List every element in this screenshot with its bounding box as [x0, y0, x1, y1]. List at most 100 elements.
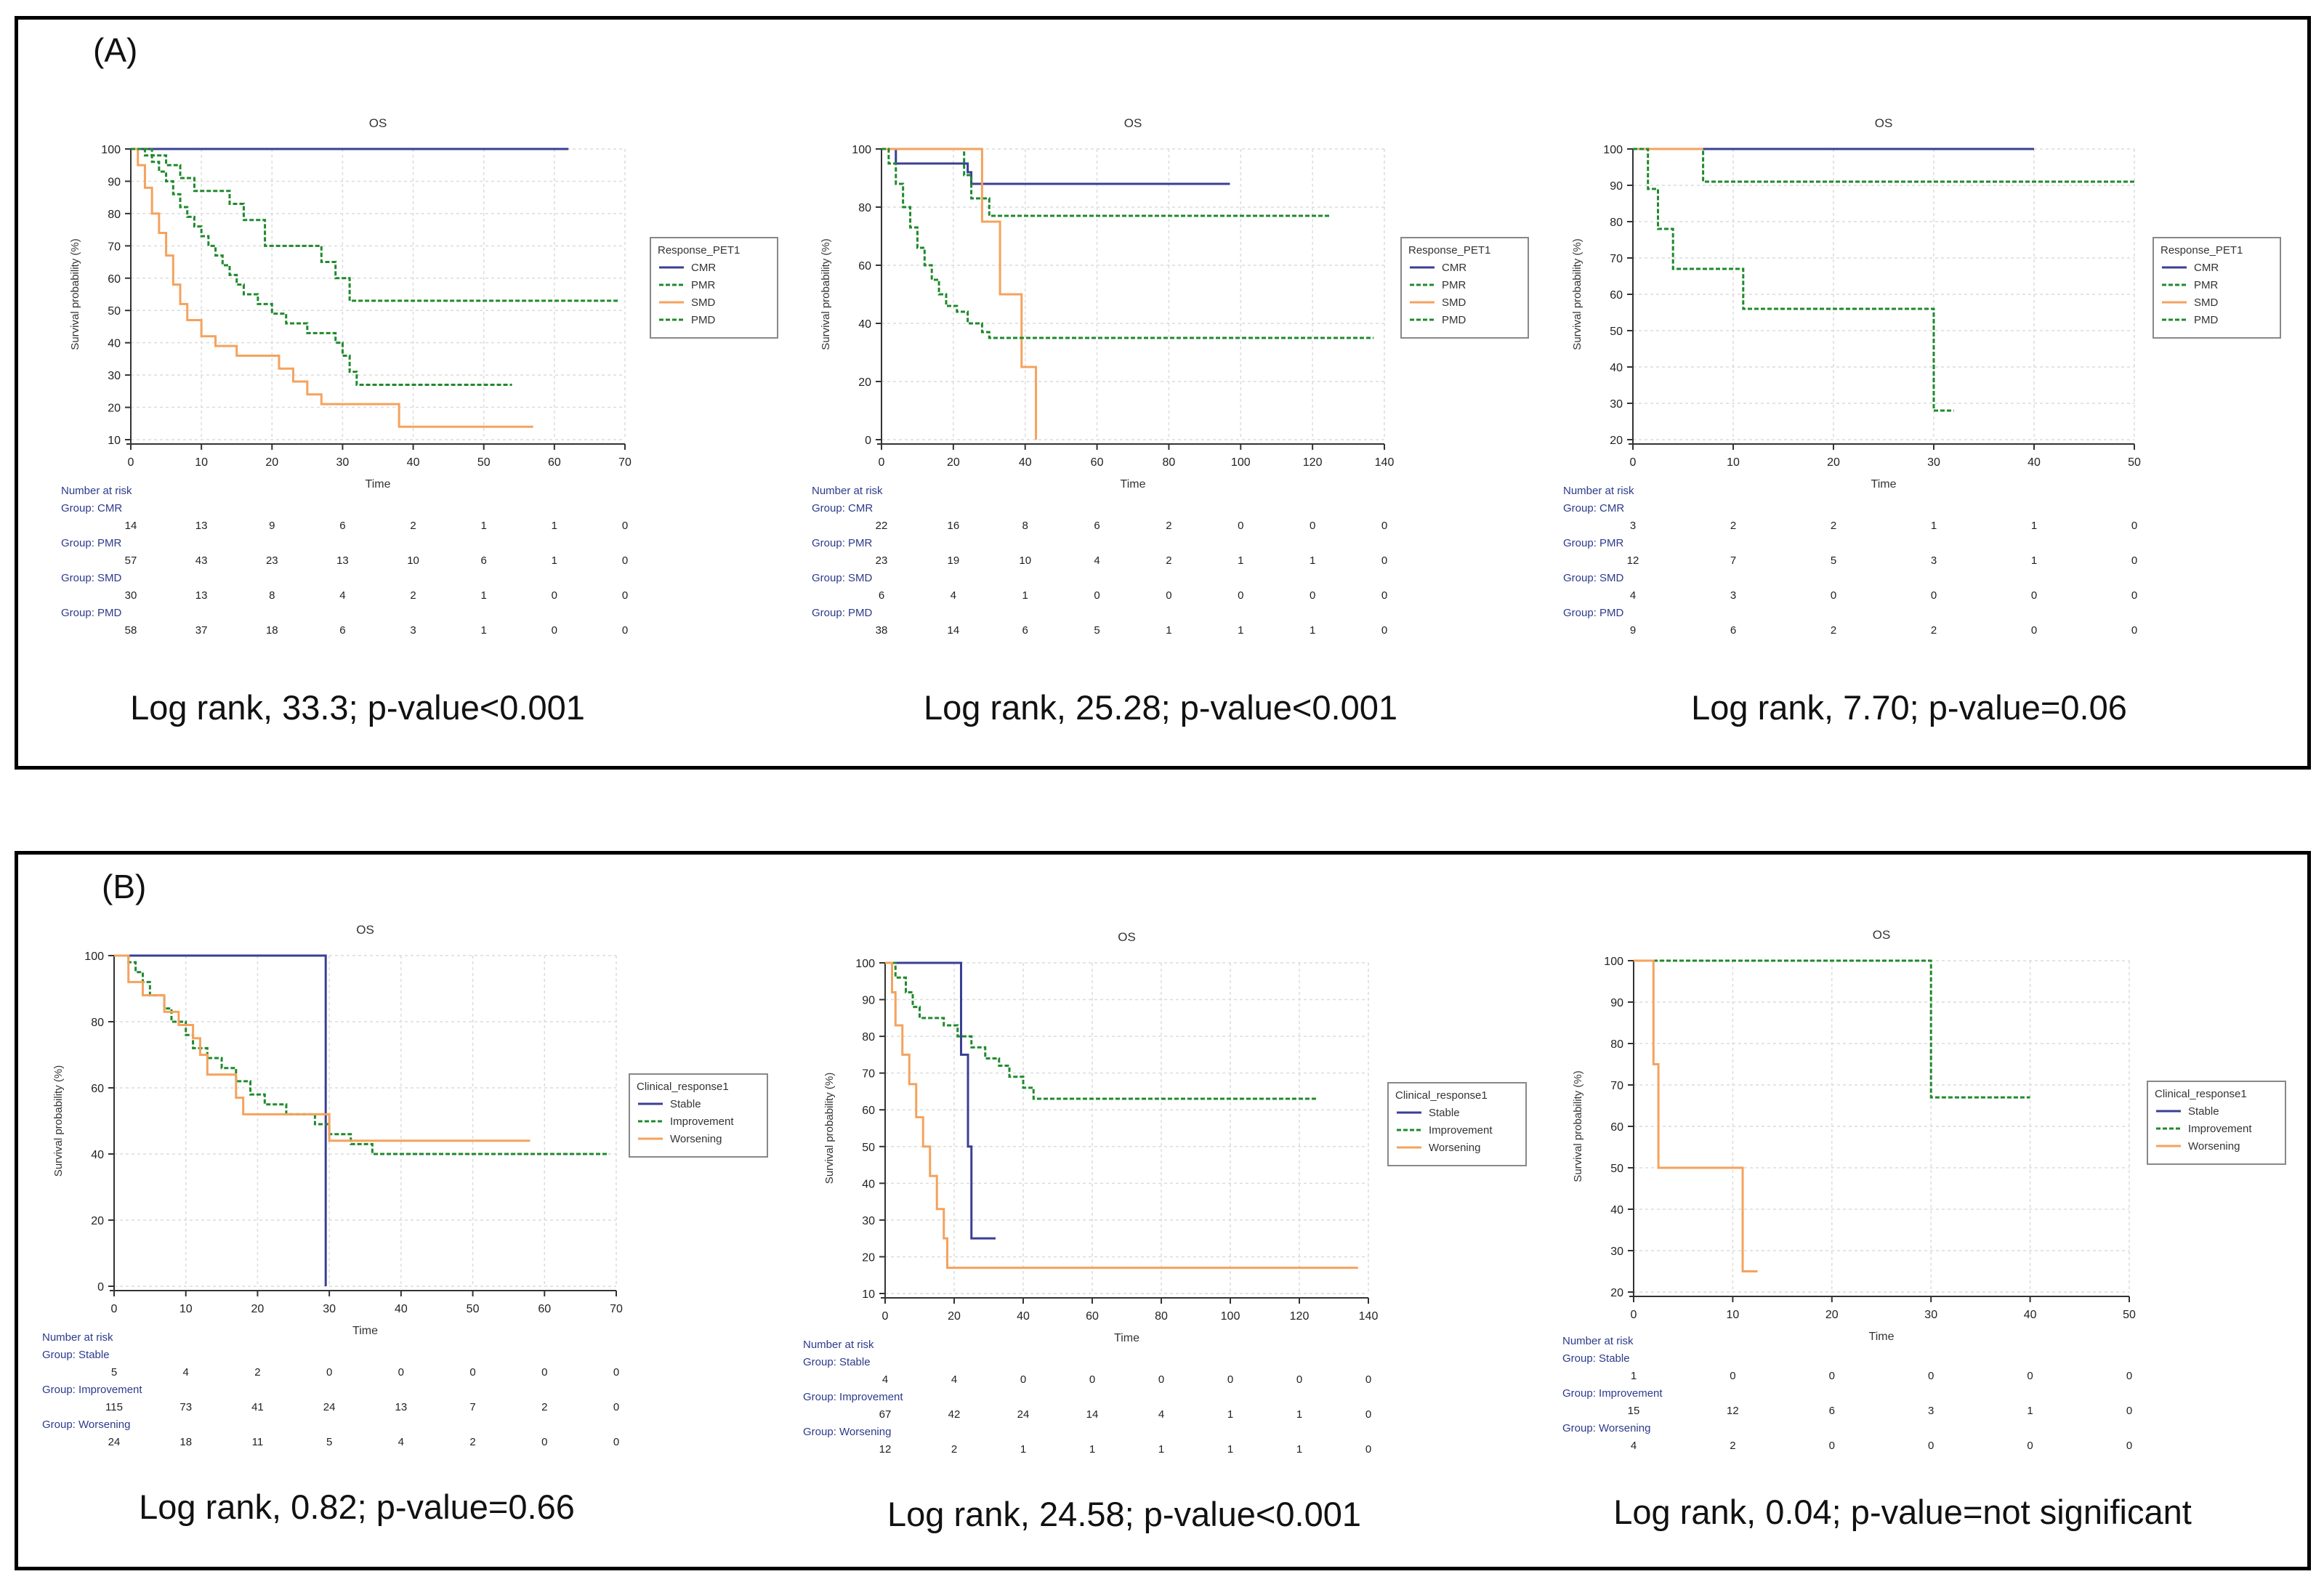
risk-table-cell: 15	[1628, 1405, 1640, 1417]
risk-group-label: Group: PMD	[61, 607, 122, 619]
risk-table-header: Number at risk	[803, 1339, 874, 1351]
legend-entry: PMR	[2194, 279, 2219, 291]
risk-group-label: Group: CMR	[1563, 502, 1624, 514]
y-tick-label: 100	[852, 144, 871, 156]
risk-table-cell: 2	[410, 589, 416, 602]
x-tick-label: 0	[882, 1310, 889, 1323]
risk-table-cell: 0	[2031, 624, 2037, 637]
x-tick-label: 20	[265, 456, 278, 469]
risk-table-cell: 0	[1296, 1373, 1302, 1386]
legend-entry: Improvement	[670, 1115, 734, 1128]
x-tick-label: 80	[1155, 1310, 1168, 1323]
survival-curve-improvement	[885, 961, 1317, 1100]
risk-group-label: Group: Worsening	[803, 1426, 891, 1438]
risk-table-cell: 23	[876, 554, 888, 567]
risk-table-cell: 4	[1094, 554, 1100, 567]
legend-box	[1400, 237, 1529, 339]
risk-table-cell: 5	[326, 1436, 332, 1448]
survival-curve-cmr	[881, 148, 1230, 185]
risk-table-cell: 2	[1931, 624, 1937, 637]
chart-title: OS	[356, 923, 374, 937]
x-tick-label: 60	[1091, 456, 1104, 469]
risk-table-cell: 12	[879, 1443, 892, 1456]
log-rank-caption: Log rank, 33.3; p-value<0.001	[130, 688, 585, 727]
risk-table-cell: 115	[105, 1401, 123, 1413]
risk-table-cell: 9	[269, 520, 275, 532]
x-tick-label: 20	[251, 1303, 265, 1315]
y-tick-label: 90	[862, 995, 875, 1007]
risk-table-cell: 10	[1019, 554, 1031, 567]
legend-entry: PMR	[691, 279, 716, 291]
y-tick-label: 30	[1610, 398, 1623, 411]
risk-table-cell: 0	[398, 1366, 404, 1379]
risk-table-cell: 0	[1238, 589, 1243, 602]
risk-table-cell: 0	[552, 624, 557, 637]
y-tick-label: 100	[101, 144, 121, 156]
risk-table-cell: 0	[2131, 589, 2137, 602]
y-axis-label: Survival probability (%)	[69, 238, 81, 350]
risk-table-cell: 5	[1094, 624, 1100, 637]
risk-table-cell: 0	[1931, 589, 1937, 602]
risk-table-cell: 24	[323, 1401, 336, 1413]
risk-table-header: Number at risk	[42, 1331, 113, 1344]
risk-table-cell: 1	[1296, 1408, 1302, 1421]
risk-table-cell: 0	[1381, 520, 1387, 532]
risk-table-cell: 6	[481, 554, 487, 567]
legend-title: Response_PET1	[658, 244, 740, 257]
x-tick-label: 140	[1359, 1310, 1379, 1323]
risk-table-cell: 6	[339, 624, 345, 637]
chart-title: OS	[1124, 116, 1142, 130]
legend-entry: SMD	[2194, 296, 2219, 309]
risk-table-cell: 1	[1631, 1370, 1637, 1382]
x-tick-label: 20	[1825, 1309, 1839, 1321]
panel-b-frame	[15, 851, 2311, 1570]
y-tick-label: 20	[1610, 435, 1623, 447]
y-tick-label: 100	[1604, 956, 1623, 968]
risk-table-cell: 0	[1730, 1370, 1735, 1382]
risk-group-label: Group: CMR	[61, 502, 122, 514]
risk-table-cell: 2	[951, 1443, 957, 1456]
risk-group-label: Group: Worsening	[42, 1418, 130, 1431]
survival-curve-stable	[885, 961, 996, 1240]
risk-group-label: Group: SMD	[812, 572, 873, 584]
y-tick-label: 0	[865, 435, 871, 447]
survival-curve-worsening	[114, 954, 530, 1142]
risk-table-cell: 1	[2031, 520, 2037, 532]
legend-entry: Stable	[670, 1098, 701, 1110]
risk-table-cell: 1	[1227, 1408, 1233, 1421]
y-tick-label: 80	[858, 202, 871, 214]
risk-table-cell: 0	[613, 1436, 619, 1448]
risk-table-cell: 5	[1831, 554, 1836, 567]
legend-entry: PMD	[2194, 314, 2219, 326]
risk-table-cell: 0	[1928, 1370, 1934, 1382]
chart-title: OS	[1875, 116, 1893, 130]
risk-table-cell: 1	[481, 520, 487, 532]
risk-table-cell: 6	[1094, 520, 1100, 532]
risk-table-cell: 1	[1296, 1443, 1302, 1456]
x-tick-label: 10	[1727, 456, 1740, 469]
risk-table-cell: 4	[1631, 1440, 1637, 1452]
risk-table-cell: 2	[469, 1436, 475, 1448]
y-tick-label: 20	[108, 403, 121, 415]
risk-group-label: Group: SMD	[61, 572, 122, 584]
risk-table-cell: 9	[1630, 624, 1636, 637]
risk-table-cell: 10	[407, 554, 419, 567]
risk-group-label: Group: PMR	[61, 537, 122, 549]
risk-table-cell: 1	[1238, 554, 1243, 567]
legend-entry: Improvement	[2188, 1123, 2252, 1135]
x-tick-label: 30	[323, 1303, 336, 1315]
x-tick-label: 140	[1375, 456, 1395, 469]
x-tick-label: 80	[1163, 456, 1176, 469]
y-axis-label: Survival probability (%)	[823, 1073, 836, 1184]
y-tick-label: 60	[858, 260, 871, 273]
y-tick-label: 30	[1610, 1246, 1623, 1258]
legend-entry: PMR	[1442, 279, 1466, 291]
x-tick-label: 30	[336, 456, 350, 469]
risk-table-cell: 2	[1730, 520, 1736, 532]
risk-table-cell: 3	[1730, 589, 1736, 602]
legend-box	[2152, 237, 2281, 339]
y-tick-label: 60	[1610, 289, 1623, 302]
